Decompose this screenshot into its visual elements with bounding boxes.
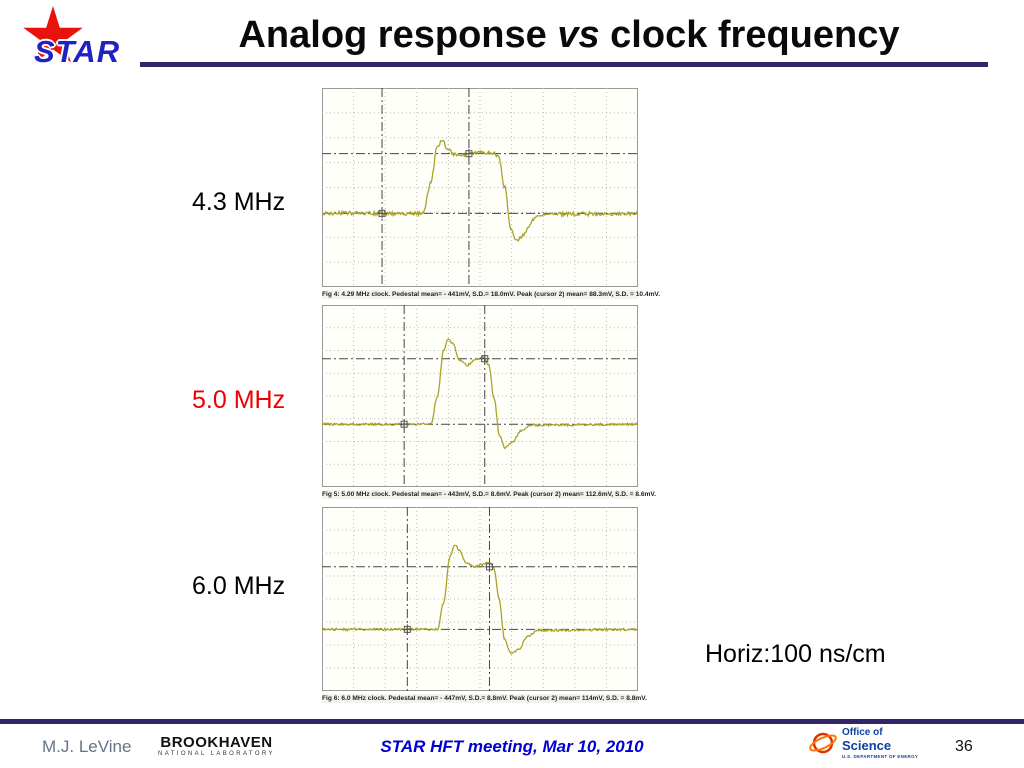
doe-logo: Office of Science U.S. DEPARTMENT OF ENE… <box>808 727 919 763</box>
title-vs: vs <box>557 14 600 56</box>
bnl-logo-name: BROOKHAVEN <box>160 734 273 751</box>
figure-caption-3: Fig 6: 6.0 MHz clock. Pedestal mean= - 4… <box>322 694 647 703</box>
oscilloscope-screenshot-3 <box>322 507 638 691</box>
figure-2: Fig 5: 5.00 MHz clock. Pedestal mean= - … <box>322 305 657 499</box>
star-logo: STAR <box>8 4 168 76</box>
bnl-logo-sub: NATIONAL LABORATORY <box>158 751 275 758</box>
doe-office-of: Office of <box>842 727 883 738</box>
title-rule <box>140 62 988 67</box>
figure-caption-2: Fig 5: 5.00 MHz clock. Pedestal mean= - … <box>322 490 657 499</box>
figure-3: Fig 6: 6.0 MHz clock. Pedestal mean= - 4… <box>322 507 647 703</box>
bnl-logo: BROOKHAVEN NATIONAL LABORATORY <box>158 734 275 758</box>
oscilloscope-screenshot-1 <box>322 88 638 287</box>
page-number: 36 <box>955 738 973 755</box>
oscilloscope-screenshot-2 <box>322 305 638 487</box>
meeting-title: STAR HFT meeting, Mar 10, 2010 <box>380 737 644 756</box>
footer-rule <box>0 719 1024 724</box>
doe-logo-text: Office of Science U.S. DEPARTMENT OF ENE… <box>842 727 919 760</box>
figure-caption-1: Fig 4: 4.29 MHz clock. Pedestal mean= - … <box>322 290 661 299</box>
doe-science: Science <box>842 737 892 753</box>
page-title: Analog response vs clock frequency <box>150 14 988 57</box>
star-logo-text: STAR <box>34 34 121 69</box>
author-name: M.J. LeVine <box>42 737 132 756</box>
freq-label-2: 5.0 MHz <box>192 386 286 414</box>
doe-logo-icon <box>808 728 838 763</box>
doe-department-label: U.S. DEPARTMENT OF ENERGY <box>842 754 919 760</box>
freq-label-1: 4.3 MHz <box>192 188 286 216</box>
horizontal-scale-label: Horiz:100 ns/cm <box>705 640 886 668</box>
title-pre: Analog response <box>238 14 558 56</box>
title-post: clock frequency <box>599 14 900 56</box>
freq-label-3: 6.0 MHz <box>192 572 286 600</box>
figure-1: Fig 4: 4.29 MHz clock. Pedestal mean= - … <box>322 88 661 299</box>
